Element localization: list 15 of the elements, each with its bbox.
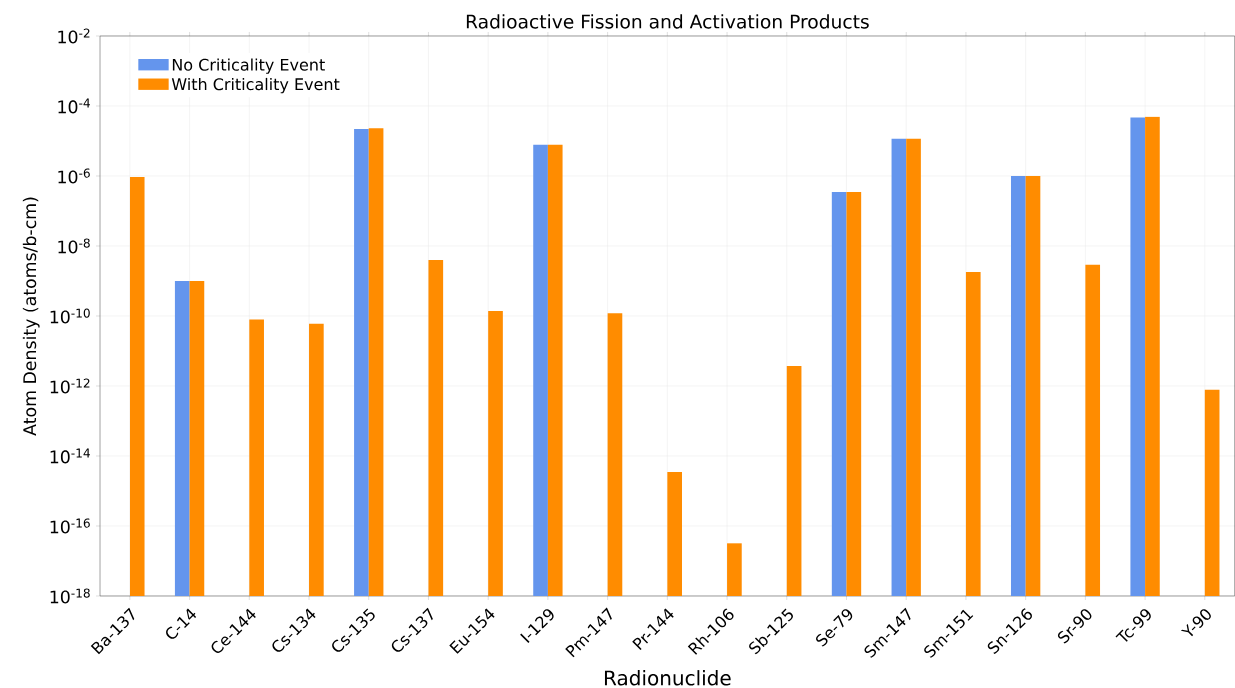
y-tick-label: 10$^{-8}$ (58, 238, 90, 254)
y-tick-label: 10$^{-18}$ (50, 588, 90, 604)
y-tick-label: 10$^{-10}$ (50, 308, 90, 324)
y-tick-label: 10$^{-2}$ (58, 28, 90, 44)
y-tick-label: 10$^{-4}$ (58, 98, 90, 114)
chart-title: Radioactive Fission and Activation Products (466, 14, 869, 29)
legend-label: With Criticality Event (171, 77, 340, 94)
y-axis-title: Atom Density (atoms/b-cm) (22, 197, 40, 436)
x-axis-title: Radionuclide (604, 670, 731, 686)
x-tick-label: Y-90 (1180, 609, 1211, 637)
legend-label: No Criticality Event (172, 58, 325, 74)
y-tick-label: 10$^{-14}$ (50, 448, 90, 464)
y-tick-label: 10$^{-6}$ (58, 168, 90, 184)
y-tick-label: 10$^{-16}$ (50, 518, 90, 534)
y-tick-label: 10$^{-12}$ (50, 378, 90, 394)
